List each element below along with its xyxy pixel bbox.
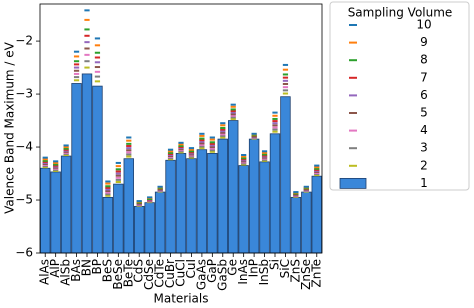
x-tick-label: CdS — [132, 259, 146, 283]
bar — [134, 205, 145, 254]
bar — [165, 159, 176, 254]
bar — [301, 191, 312, 254]
x-tick-label: AlP — [48, 259, 62, 278]
bar — [186, 158, 197, 254]
x-tick-label: BN — [80, 259, 94, 276]
bar — [290, 196, 302, 254]
bar — [175, 152, 187, 254]
legend-label: 2 — [420, 158, 428, 172]
bar — [60, 155, 72, 254]
legend-label: 5 — [420, 106, 428, 120]
x-tick-label: GaP — [205, 259, 219, 283]
bar — [217, 138, 228, 254]
legend-label: 4 — [420, 123, 428, 137]
x-tick-label: ZnTe — [309, 259, 323, 288]
bar — [311, 175, 322, 254]
bar — [102, 196, 114, 254]
x-tick-label: BeS — [100, 259, 114, 282]
x-tick-label: BeSe — [111, 259, 125, 290]
y-tick-label: −2 — [15, 34, 33, 48]
x-tick-label: AlSb — [59, 259, 73, 286]
x-tick-label: InAs — [236, 259, 250, 285]
x-tick-label: CdSe — [142, 259, 156, 290]
bar — [71, 83, 82, 254]
x-tick-label: CuI — [184, 259, 198, 279]
x-tick-label: CdTe — [153, 259, 167, 288]
x-tick-label: CuCl — [174, 259, 188, 287]
x-tick-label: AlAs — [38, 259, 52, 285]
bar — [144, 202, 155, 254]
x-tick-label: SiC — [278, 259, 292, 278]
x-tick-label: CuBr — [163, 259, 177, 288]
bar — [248, 138, 260, 254]
legend-swatch — [339, 177, 367, 189]
x-tick-label: ZnSe — [299, 259, 313, 290]
x-tick-label: Ge — [226, 259, 240, 276]
y-tick-label: −5 — [15, 193, 33, 207]
x-tick-label: ZnS — [288, 259, 302, 282]
bar — [280, 96, 291, 254]
legend-title: Sampling Volume — [348, 6, 453, 20]
legend-label: 1 — [420, 176, 428, 190]
bar — [50, 171, 61, 254]
bar — [196, 149, 208, 254]
legend-label: 6 — [420, 88, 428, 102]
bar — [228, 120, 239, 254]
x-tick-label: GaAs — [194, 259, 208, 290]
legend-box — [329, 1, 470, 191]
x-tick-label: Si — [268, 259, 282, 270]
x-tick-label: InP — [247, 259, 261, 277]
bar — [154, 191, 166, 254]
legend-label: 3 — [420, 141, 428, 155]
legend-label: 9 — [420, 35, 428, 49]
y-tick-label: −4 — [15, 140, 33, 154]
y-axis-label: Valence Band Maximum / eV — [3, 41, 17, 214]
bar — [81, 73, 93, 254]
x-tick-label: BAs — [69, 259, 83, 282]
bar — [269, 133, 281, 254]
bar — [40, 167, 51, 254]
bar — [123, 158, 134, 254]
x-tick-label: BeTe — [121, 259, 135, 287]
legend-label: 8 — [420, 53, 428, 67]
legend-label: 7 — [420, 70, 428, 84]
x-tick-label: BP — [90, 259, 104, 274]
bar — [113, 183, 124, 254]
x-tick-label: InSb — [257, 259, 271, 285]
y-tick-label: −3 — [15, 87, 33, 101]
legend-label: 10 — [416, 18, 431, 32]
bar — [259, 161, 270, 254]
x-axis-label: Materials — [153, 292, 208, 306]
y-tick-label: −6 — [15, 246, 33, 260]
x-tick-label: GaSb — [215, 259, 229, 291]
bar — [207, 152, 218, 254]
bar — [238, 165, 249, 254]
bar — [92, 85, 103, 254]
